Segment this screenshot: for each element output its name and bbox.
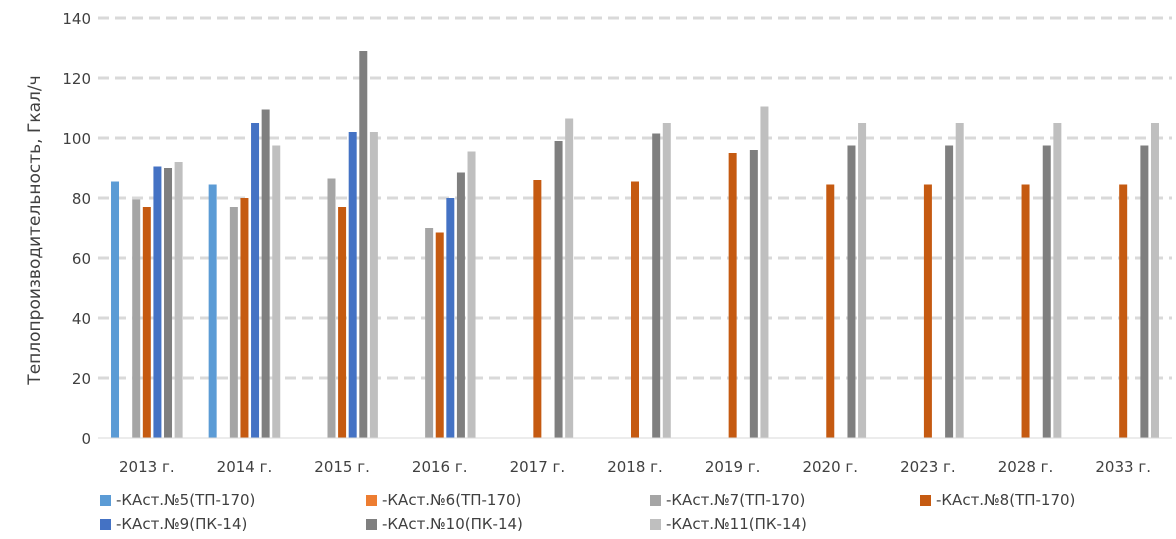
bar <box>369 132 378 438</box>
legend-swatch <box>366 518 377 530</box>
bar <box>728 153 737 438</box>
bar <box>945 145 954 438</box>
bar <box>132 199 141 438</box>
legend-swatch <box>650 494 661 506</box>
bar <box>1021 184 1030 438</box>
legend-label: -КАст.№5(ТП-170) <box>116 491 256 509</box>
bar <box>174 162 183 438</box>
x-tick-label: 2013 г. <box>119 458 175 476</box>
bar <box>1140 145 1149 438</box>
y-tick-label: 20 <box>72 370 91 388</box>
legend-item: -КАст.№6(ТП-170) <box>366 489 521 511</box>
bar <box>467 151 476 438</box>
bar <box>955 123 964 438</box>
legend-swatch <box>920 494 931 506</box>
legend-swatch <box>100 518 111 530</box>
bar <box>533 180 542 438</box>
bar <box>142 207 151 438</box>
y-axis-label: Теплопроизводительность, Гкал/ч <box>25 75 45 385</box>
bar <box>760 106 769 438</box>
bar <box>923 184 932 438</box>
bar <box>348 132 357 438</box>
x-tick-label: 2020 г. <box>802 458 858 476</box>
bar <box>565 118 574 438</box>
legend-item: -КАст.№7(ТП-170) <box>650 489 805 511</box>
bar <box>1042 145 1051 438</box>
bar <box>847 145 856 438</box>
legend-label: -КАст.№6(ТП-170) <box>382 491 522 509</box>
y-tick-label: 40 <box>72 310 91 328</box>
y-tick-label: 140 <box>62 10 91 28</box>
bar <box>240 198 249 438</box>
x-tick-label: 2023 г. <box>900 458 956 476</box>
legend-label: -КАст.№11(ПК-14) <box>666 515 807 533</box>
x-tick-label: 2014 г. <box>217 458 273 476</box>
bar <box>229 207 238 438</box>
legend-label: -КАст.№9(ПК-14) <box>116 515 248 533</box>
bar <box>327 178 336 438</box>
bar <box>272 145 281 438</box>
bar <box>338 207 347 438</box>
bar-chart: 0 20 40 60 80 100 120 140 2013 г. 2014 г. 2015 г.… <box>25 10 1172 476</box>
bar <box>435 232 444 438</box>
bar <box>261 109 270 438</box>
bar <box>662 123 671 438</box>
bar <box>1053 123 1062 438</box>
bar <box>826 184 835 438</box>
legend-item: -КАст.№9(ПК-14) <box>100 513 247 535</box>
x-tick-label: 2028 г. <box>998 458 1054 476</box>
x-tick-label: 2016 г. <box>412 458 468 476</box>
legend-item: -КАст.№8(ТП-170) <box>920 489 1075 511</box>
y-tick-label: 120 <box>62 70 91 88</box>
bar <box>554 141 563 438</box>
legend-swatch <box>100 494 111 506</box>
bar <box>652 133 661 438</box>
bar <box>631 181 639 438</box>
bar <box>749 150 758 438</box>
bar <box>153 166 162 438</box>
y-tick-label: 0 <box>81 430 91 448</box>
legend-swatch <box>366 494 377 506</box>
bar <box>251 123 260 438</box>
bar <box>858 123 867 438</box>
legend-label: -КАст.№10(ПК-14) <box>382 515 523 533</box>
bar <box>456 172 465 438</box>
legend-item: -КАст.№10(ПК-14) <box>366 513 523 535</box>
legend-item: -КАст.№5(ТП-170) <box>100 489 255 511</box>
y-tick-label: 80 <box>72 190 91 208</box>
bar <box>359 51 368 438</box>
bar <box>164 168 173 438</box>
bar <box>1119 184 1128 438</box>
bars <box>111 51 1159 438</box>
x-tick-label: 2015 г. <box>314 458 370 476</box>
legend: -КАст.№5(ТП-170) -КАст.№6(ТП-170) -КАст.№7… <box>100 489 1160 537</box>
x-tick-label: 2018 г. <box>607 458 663 476</box>
x-axis-ticks: 2013 г. 2014 г. 2015 г. 2016 г. 2017 г. 2018 … <box>119 458 1151 476</box>
legend-label: -КАст.№8(ТП-170) <box>936 491 1076 509</box>
y-axis-ticks: 0 20 40 60 80 100 120 140 <box>62 10 91 448</box>
x-tick-label: 2019 г. <box>705 458 761 476</box>
bar <box>208 184 217 438</box>
y-tick-label: 60 <box>72 250 91 268</box>
bar <box>1150 123 1159 438</box>
bar <box>111 181 120 438</box>
x-tick-label: 2017 г. <box>510 458 566 476</box>
x-tick-label: 2033 г. <box>1095 458 1151 476</box>
legend-label: -КАст.№7(ТП-170) <box>666 491 806 509</box>
legend-swatch <box>650 518 661 530</box>
y-tick-label: 100 <box>62 130 91 148</box>
legend-item: -КАст.№11(ПК-14) <box>650 513 807 535</box>
bar <box>446 198 455 438</box>
bar <box>425 228 434 438</box>
